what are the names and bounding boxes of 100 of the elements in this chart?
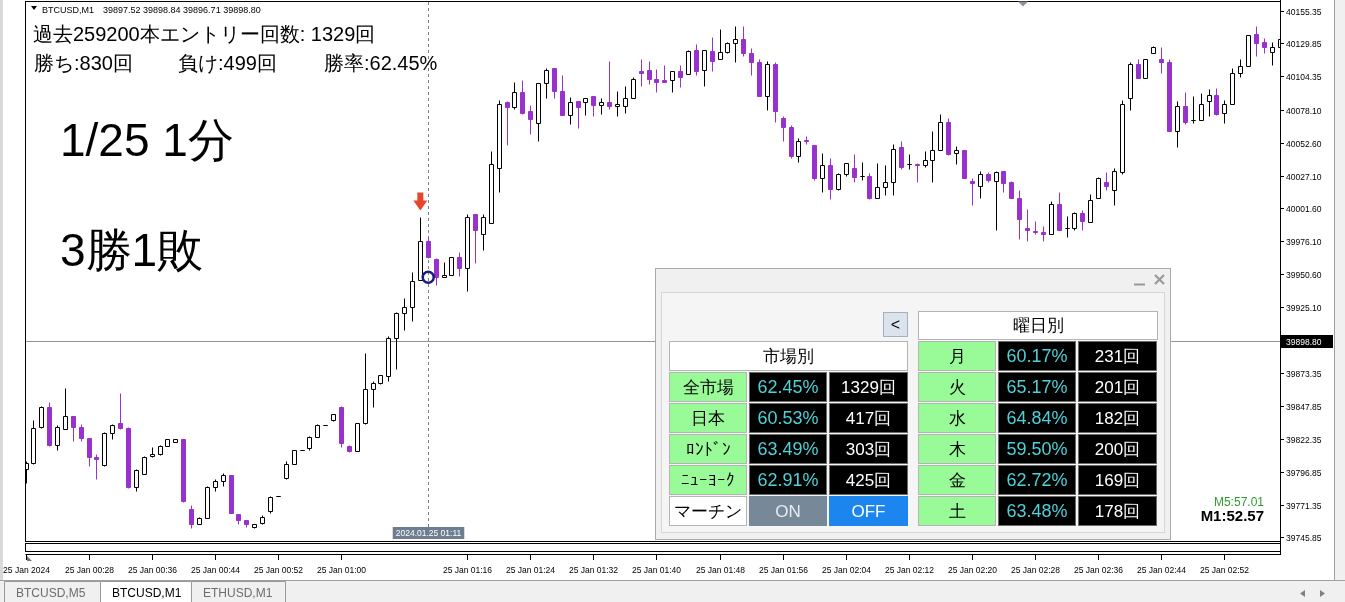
- x-tick-label: 25 Jan 02:44: [1136, 564, 1187, 575]
- candlestick: [260, 515, 265, 525]
- candlestick: [828, 158, 833, 200]
- candlestick: [71, 416, 76, 442]
- candlestick: [1009, 181, 1014, 199]
- candlestick: [1017, 190, 1022, 240]
- annotation: 425回: [845, 470, 892, 490]
- candlestick: [197, 517, 202, 525]
- candlestick: [1175, 101, 1180, 148]
- candlestick: [994, 171, 999, 231]
- annotation: 3勝1敗: [60, 224, 204, 276]
- annotation: 60.53%: [757, 407, 819, 428]
- candlestick: [623, 86, 628, 114]
- candlestick: [1230, 68, 1235, 105]
- annotation: 日本: [691, 408, 725, 428]
- candlestick: [733, 26, 738, 63]
- candlestick: [647, 61, 652, 85]
- candlestick: [331, 414, 336, 422]
- annotation: 勝率:62.45%: [324, 52, 438, 74]
- x-tick-label: 25 Jan 01:40: [631, 564, 682, 575]
- candlestick: [1025, 209, 1030, 242]
- candlestick: [1143, 59, 1148, 79]
- candlestick: [520, 80, 525, 115]
- annotation: <: [890, 315, 901, 333]
- candlestick: [907, 154, 912, 170]
- annotation: 169回: [1094, 470, 1141, 490]
- candlestick: [236, 514, 241, 525]
- candlestick: [1183, 92, 1188, 125]
- annotation: 過去259200本エントリー回数: 1329回: [33, 23, 376, 45]
- candlestick: [165, 439, 170, 447]
- y-tick-label: 39976.10: [1286, 236, 1322, 247]
- annotation: 月: [948, 346, 966, 366]
- candlestick: [1136, 59, 1141, 79]
- candlestick: [1080, 210, 1085, 231]
- candlestick: [87, 438, 92, 467]
- annotation: ﾆｭｰﾖｰｸ: [681, 470, 735, 490]
- candlestick: [670, 71, 675, 93]
- candlestick: [449, 257, 454, 276]
- candlestick: [110, 424, 115, 440]
- candlestick: [1199, 93, 1204, 121]
- annotation: 303回: [845, 439, 892, 459]
- annotation: 63.48%: [1006, 500, 1068, 521]
- text: 曜日別: [1012, 316, 1064, 336]
- candlestick: [1191, 96, 1196, 124]
- x-tick-label: 25 Jan 02:52: [1199, 564, 1250, 575]
- candlestick: [804, 136, 809, 145]
- candlestick: [915, 163, 920, 183]
- candlestick: [930, 131, 935, 183]
- candlestick: [142, 456, 147, 475]
- candlestick: [710, 37, 715, 72]
- y-tick-label: 39873.35: [1286, 368, 1322, 379]
- candlestick: [781, 116, 786, 142]
- annotation: 全市場: [682, 377, 734, 397]
- candlestick: [812, 145, 817, 181]
- candlestick: [978, 171, 983, 199]
- candlestick: [355, 423, 360, 452]
- annotation: 62.91%: [757, 469, 819, 490]
- candlestick: [465, 214, 470, 292]
- y-tick-label: 39771.35: [1286, 500, 1322, 511]
- candlestick: [938, 114, 943, 151]
- candlestick: [702, 50, 707, 87]
- x-tick-label: 25 Jan 00:28: [64, 564, 115, 575]
- annotation: 231回: [1094, 346, 1141, 366]
- x-tick-label: 25 Jan 02:28: [1010, 564, 1061, 575]
- candlestick: [867, 173, 872, 200]
- candlestick: [221, 473, 226, 487]
- candlestick: [528, 105, 533, 135]
- candlestick: [954, 146, 959, 165]
- annotation: 木: [948, 439, 966, 459]
- candlestick: [1207, 89, 1212, 117]
- candlestick: [268, 496, 273, 514]
- candlestick: [1065, 216, 1070, 238]
- candlestick: [434, 258, 439, 286]
- y-tick-label: 40155.35: [1286, 6, 1322, 17]
- candlestick: [394, 312, 399, 370]
- x-tick-label: 25 Jan 02:12: [884, 564, 935, 575]
- candlestick: [363, 353, 368, 425]
- candlestick: [1270, 42, 1275, 66]
- y-tick-label: 39925.10: [1286, 302, 1322, 313]
- y-tick-label: 40027.10: [1286, 171, 1322, 182]
- candlestick: [844, 163, 849, 177]
- annotation: 金: [948, 470, 966, 490]
- candlestick: [639, 59, 644, 87]
- y-tick-label: 40129.85: [1286, 38, 1322, 49]
- annotation: ON: [775, 501, 801, 521]
- candlestick: [1112, 168, 1117, 206]
- y-tick-label: 39822.35: [1286, 434, 1322, 445]
- candlestick: [189, 505, 194, 529]
- candlestick: [489, 151, 494, 224]
- candlestick: [410, 272, 415, 322]
- annotation: 60.17%: [1006, 345, 1068, 366]
- annotation: マーチン: [674, 501, 742, 521]
- annotation: 64.84%: [1006, 407, 1068, 428]
- text: BTCUSD,M1: [112, 586, 182, 600]
- annotation: 59.50%: [1006, 438, 1068, 459]
- candlestick: [749, 48, 754, 76]
- x-tick-label: 25 Jan 02:20: [947, 564, 998, 575]
- candlestick: [1254, 26, 1259, 57]
- candlestick: [284, 461, 289, 480]
- candlestick: [307, 436, 312, 451]
